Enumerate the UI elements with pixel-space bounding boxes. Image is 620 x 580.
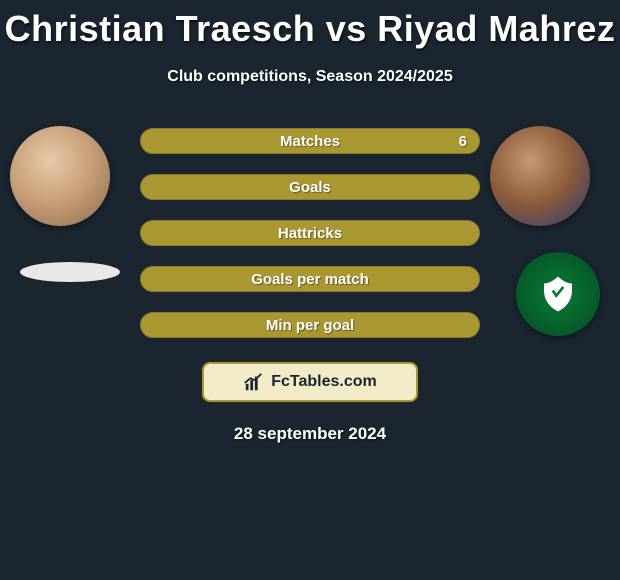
player1-avatar xyxy=(10,126,110,226)
subtitle: Club competitions, Season 2024/2025 xyxy=(0,68,620,86)
stat-label: Min per goal xyxy=(266,317,354,334)
player1-club-placeholder xyxy=(20,262,120,282)
date-label: 28 september 2024 xyxy=(0,424,620,444)
stat-bar: Min per goal xyxy=(140,312,480,338)
chart-icon xyxy=(243,371,265,393)
stat-bar: Goals per match xyxy=(140,266,480,292)
stat-label: Goals xyxy=(289,179,331,196)
brand-text: FcTables.com xyxy=(271,373,377,391)
stat-bar: Hattricks xyxy=(140,220,480,246)
player2-club-badge xyxy=(516,252,600,336)
stat-label: Goals per match xyxy=(251,271,369,288)
stat-label: Matches xyxy=(280,133,340,150)
brand-logo: FcTables.com xyxy=(202,362,418,402)
stat-label: Hattricks xyxy=(278,225,342,242)
player2-avatar xyxy=(490,126,590,226)
page-title: Christian Traesch vs Riyad Mahrez xyxy=(0,0,620,50)
stat-bar: Goals xyxy=(140,174,480,200)
stat-bar: Matches 6 xyxy=(140,128,480,154)
stat-value-right: 6 xyxy=(459,133,467,150)
